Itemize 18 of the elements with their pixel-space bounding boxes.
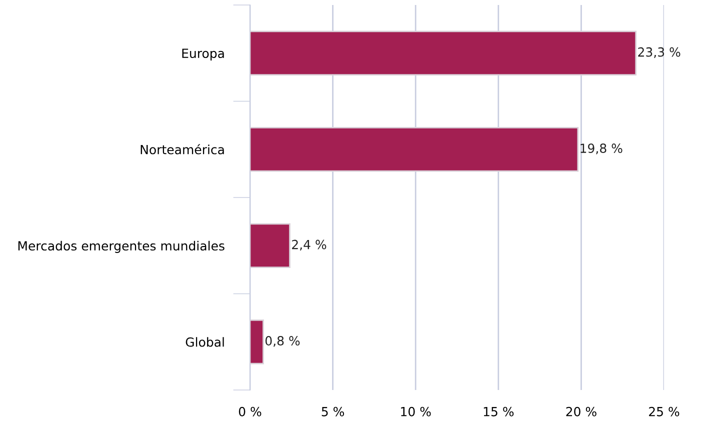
data-label: 0,8 % xyxy=(265,336,300,347)
x-tick-label: 20 % xyxy=(566,406,596,416)
x-tick-label: 25 % xyxy=(649,406,680,416)
data-label: 19,8 % xyxy=(580,144,622,154)
y-tick-label: Global xyxy=(186,337,224,347)
x-tick-label: 0 % xyxy=(238,406,262,416)
data-label: 23,3 % xyxy=(638,47,680,58)
data-label: 2,4 % xyxy=(292,240,326,251)
x-tick-label: 10 % xyxy=(401,406,431,416)
x-tick-label: 5 % xyxy=(322,406,344,416)
bar xyxy=(250,127,579,172)
y-tick-label: Mercados emergentes mundiales xyxy=(18,240,224,253)
y-tick-label: Norteamérica xyxy=(140,144,224,154)
y-tick-label: Europa xyxy=(182,48,224,60)
x-tick-label: 15 % xyxy=(484,406,514,416)
bar xyxy=(250,223,290,268)
bar xyxy=(250,30,637,76)
bar xyxy=(250,320,264,364)
